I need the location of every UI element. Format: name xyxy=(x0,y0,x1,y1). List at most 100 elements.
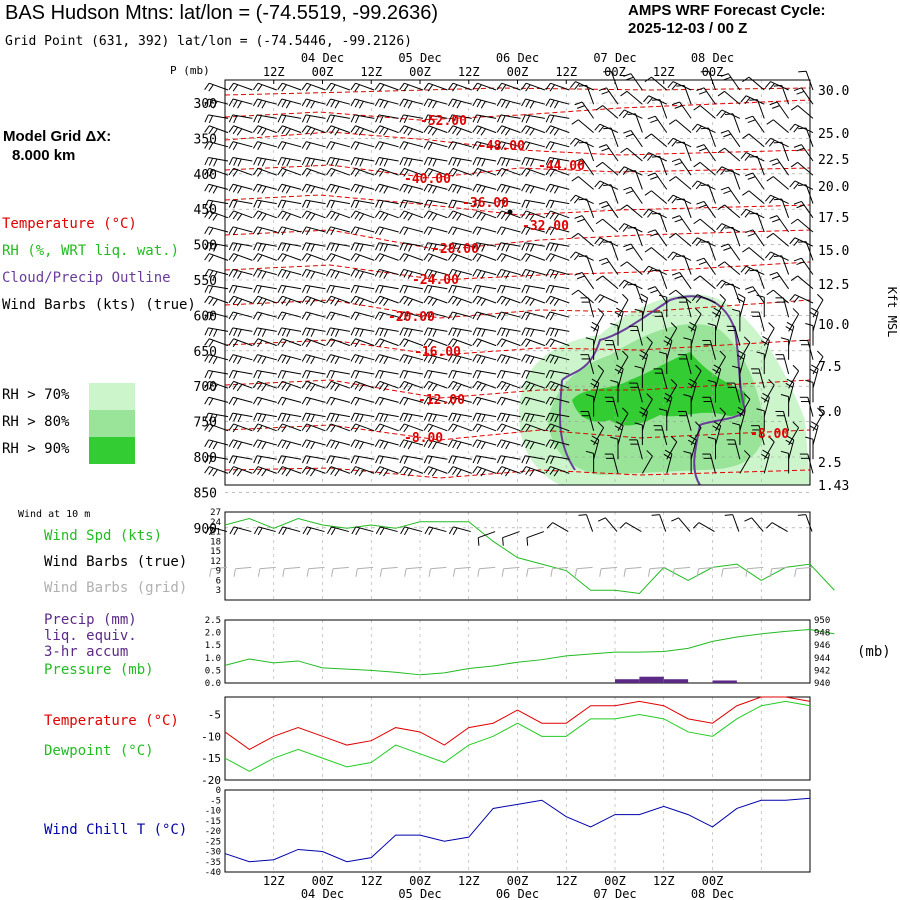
upper-wind-barb xyxy=(679,158,692,176)
surface-wind-barb-true xyxy=(732,514,740,532)
upper-wind-barb-flag xyxy=(305,142,311,150)
upper-wind-barb-flag xyxy=(550,285,555,294)
upper-wind-barb xyxy=(675,119,692,133)
upper-wind-barb-flag xyxy=(228,114,234,123)
upper-wind-barb-flag xyxy=(798,184,807,187)
upper-wind-barb-flag xyxy=(745,115,753,120)
station-marker xyxy=(507,209,513,215)
upper-wind-barb-flag xyxy=(228,396,234,405)
upper-wind-barb-flag xyxy=(277,338,283,346)
upper-wind-barb xyxy=(577,232,594,247)
upper-wind-barb xyxy=(355,210,375,219)
precip-y-tick: 0.0 xyxy=(205,679,221,689)
upper-wind-barb-flag xyxy=(305,382,312,390)
upper-wind-barb-flag xyxy=(545,466,551,474)
upper-wind-barb xyxy=(257,141,277,148)
upper-wind-barb-flag xyxy=(603,127,612,130)
upper-wind-barb xyxy=(727,243,741,261)
surface-wind-barb-true xyxy=(605,517,618,532)
upper-wind-barb xyxy=(257,125,277,134)
upper-wind-barb-flag xyxy=(326,82,332,90)
upper-wind-barb-flag xyxy=(525,99,531,108)
upper-wind-barb xyxy=(330,98,351,105)
upper-wind-barb-flag xyxy=(521,242,526,251)
upper-wind-barb xyxy=(427,311,448,318)
upper-wind-barb xyxy=(330,380,351,389)
upper-wind-barb xyxy=(427,157,448,162)
upper-wind-barb xyxy=(763,328,775,346)
upper-wind-barb-flag xyxy=(472,183,478,192)
upper-wind-barb-flag xyxy=(447,311,453,320)
upper-wind-barb-flag xyxy=(691,294,698,301)
upper-wind-barb-flag xyxy=(399,253,405,261)
upper-wind-barb-flag xyxy=(472,242,477,251)
upper-wind-barb-flag xyxy=(689,321,697,327)
upper-wind-barb-flag xyxy=(432,329,437,337)
upper-wind-barb-flag xyxy=(549,270,555,278)
surface-wind-barb-true xyxy=(428,526,447,533)
upper-wind-barb xyxy=(500,114,521,119)
upper-wind-barb-flag xyxy=(252,226,258,235)
wind-y-tick: 27 xyxy=(210,508,221,518)
upper-wind-barb-flag xyxy=(228,439,234,448)
upper-wind-barb-flag xyxy=(427,185,433,193)
upper-wind-barb-flag xyxy=(525,227,531,236)
surface-wind-barb-true-flag xyxy=(379,527,385,536)
upper-wind-barb xyxy=(577,176,594,190)
upper-wind-barb-flag xyxy=(667,138,674,145)
upper-wind-barb xyxy=(306,82,326,91)
upper-wind-barb-flag xyxy=(525,440,531,449)
upper-wind-barb xyxy=(550,466,570,474)
upper-wind-barb-flag xyxy=(671,83,678,90)
upper-wind-barb-flag xyxy=(598,257,607,262)
upper-wind-barb-flag xyxy=(423,396,429,405)
upper-wind-barb xyxy=(354,455,375,460)
upper-wind-barb-flag xyxy=(505,441,511,450)
upper-wind-barb xyxy=(232,98,253,105)
upper-wind-barb-flag xyxy=(505,158,510,167)
upper-wind-barb-flag xyxy=(472,439,478,448)
upper-wind-barb-flag xyxy=(399,466,405,474)
upper-wind-barb xyxy=(679,215,692,233)
upper-wind-barb xyxy=(477,423,497,432)
upper-wind-barb-flag xyxy=(651,212,660,215)
upper-wind-barb xyxy=(715,425,722,446)
upper-wind-barb-flag xyxy=(379,243,384,251)
upper-wind-barb-flag xyxy=(480,271,486,279)
upper-wind-barb-flag xyxy=(330,212,336,220)
upper-wind-barb xyxy=(801,201,814,219)
upper-wind-barb-flag xyxy=(374,338,381,346)
upper-wind-barb-flag xyxy=(383,271,389,279)
upper-wind-barb xyxy=(330,295,351,304)
surface-wind-barb-true-flag xyxy=(578,514,587,516)
upper-wind-barb-flag xyxy=(310,441,316,450)
upper-wind-barb xyxy=(256,455,277,460)
upper-wind-barb xyxy=(403,226,424,233)
surface-wind-barb-grid-flag xyxy=(794,568,797,577)
upper-wind-barb-flag xyxy=(545,199,551,208)
upper-wind-barb xyxy=(788,382,795,403)
upper-wind-barb-flag xyxy=(472,412,477,421)
upper-wind-barb xyxy=(781,198,790,218)
upper-wind-barb-flag xyxy=(306,158,311,166)
surface-wind-barb-grid-flag xyxy=(428,568,431,577)
pressure-y-tick: 940 xyxy=(814,679,830,689)
upper-wind-barb xyxy=(232,354,253,361)
upper-wind-barb-flag xyxy=(383,101,389,109)
upper-wind-barb-flag xyxy=(768,253,775,261)
upper-wind-barb-flag xyxy=(208,355,214,363)
upper-wind-barb xyxy=(257,167,277,176)
kft-tick-label: 20.0 xyxy=(818,180,849,195)
upper-wind-barb-flag xyxy=(326,242,331,251)
top-date-label: 08 Dec xyxy=(691,51,734,65)
upper-wind-barb-flag xyxy=(301,183,307,192)
upper-wind-barb-flag xyxy=(335,158,340,167)
upper-wind-barb xyxy=(330,253,351,261)
upper-wind-barb-flag xyxy=(691,123,698,131)
upper-wind-barb xyxy=(599,294,619,304)
temperature-contour-label: -16.00 xyxy=(414,345,461,360)
upper-wind-barb xyxy=(593,382,600,403)
upper-wind-barb xyxy=(306,295,326,304)
upper-wind-barb xyxy=(427,412,448,418)
upper-wind-barb xyxy=(330,455,350,460)
